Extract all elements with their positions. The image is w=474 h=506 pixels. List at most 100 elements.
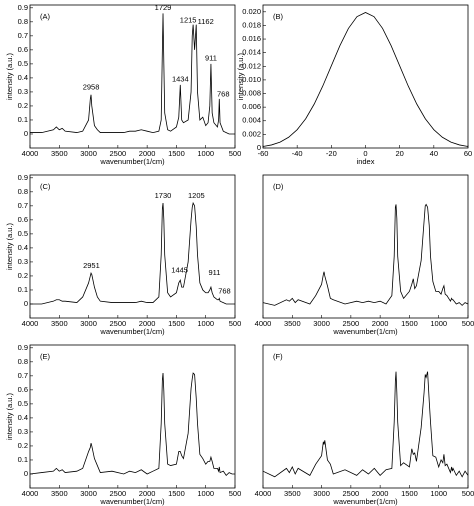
plot-frame bbox=[262, 4, 469, 149]
x-tick-label: 500 bbox=[462, 489, 474, 498]
y-tick-label: 0.7 bbox=[18, 371, 28, 380]
y-tick-label: 0.014 bbox=[242, 48, 261, 57]
y-tick-label: 0.5 bbox=[18, 59, 28, 68]
y-tick-label: 0.2 bbox=[18, 271, 28, 280]
spectrum-line bbox=[262, 12, 469, 147]
panel-label: (D) bbox=[273, 182, 284, 191]
panel-label: (C) bbox=[40, 182, 51, 191]
x-tick-label: 2500 bbox=[110, 149, 127, 158]
panel-label: (B) bbox=[273, 12, 284, 21]
peak-annotation: 1215 bbox=[180, 15, 197, 24]
y-tick-label: 0.002 bbox=[242, 129, 261, 138]
peak-annotation: 1445 bbox=[171, 265, 188, 274]
y-tick-label: 0.4 bbox=[18, 413, 28, 422]
panel-label: (F) bbox=[273, 352, 283, 361]
x-tick-label: 4000 bbox=[255, 489, 272, 498]
x-tick-label: 60 bbox=[464, 149, 472, 158]
y-tick-label: 0.9 bbox=[18, 343, 28, 352]
y-tick-label: 0.020 bbox=[242, 7, 261, 16]
x-tick-label: 1000 bbox=[430, 319, 447, 328]
panel-label: (A) bbox=[40, 12, 51, 21]
x-axis-label: wavenumber(1/cm) bbox=[332, 497, 398, 506]
peak-annotation: 2951 bbox=[83, 261, 100, 270]
x-tick-label: 500 bbox=[229, 149, 242, 158]
peak-annotation: 768 bbox=[218, 286, 231, 295]
y-tick-label: 0.2 bbox=[18, 101, 28, 110]
plot-frame bbox=[262, 344, 469, 489]
y-tick-label: 0 bbox=[24, 469, 28, 478]
y-tick-label: 0.1 bbox=[18, 455, 28, 464]
y-tick-label: 0.7 bbox=[18, 201, 28, 210]
x-tick-label: 2000 bbox=[372, 489, 389, 498]
spectrum-line bbox=[262, 203, 469, 306]
y-tick-label: 0.006 bbox=[242, 102, 261, 111]
x-tick-label: 3500 bbox=[284, 489, 301, 498]
x-tick-label: 3500 bbox=[51, 489, 68, 498]
y-tick-label: 0.4 bbox=[18, 243, 28, 252]
x-tick-label: 3000 bbox=[313, 489, 330, 498]
x-tick-label: 500 bbox=[229, 489, 242, 498]
y-tick-label: 0.3 bbox=[18, 87, 28, 96]
plot-frame bbox=[29, 174, 236, 319]
x-tick-label: 1500 bbox=[168, 319, 185, 328]
spectrum-line bbox=[262, 371, 469, 478]
x-tick-label: 3000 bbox=[80, 149, 97, 158]
y-tick-label: 0 bbox=[24, 129, 28, 138]
peak-annotation: 2958 bbox=[83, 83, 100, 92]
x-tick-label: 3000 bbox=[80, 319, 97, 328]
x-axis-label: wavenumber(1/cm) bbox=[99, 157, 165, 166]
x-tick-label: 500 bbox=[229, 319, 242, 328]
y-tick-label: 0.016 bbox=[242, 34, 261, 43]
panel-label: (E) bbox=[40, 352, 51, 361]
y-tick-label: 0 bbox=[24, 299, 28, 308]
x-tick-label: 4000 bbox=[22, 149, 39, 158]
y-tick-label: 0.8 bbox=[18, 357, 28, 366]
y-tick-label: 0 bbox=[257, 143, 261, 152]
y-tick-label: 0.8 bbox=[18, 17, 28, 26]
peak-annotation: 911 bbox=[209, 268, 221, 277]
x-tick-label: 3500 bbox=[51, 319, 68, 328]
spectrum-line bbox=[29, 372, 235, 476]
y-tick-label: 0.018 bbox=[242, 20, 261, 29]
x-tick-label: 3500 bbox=[284, 319, 301, 328]
y-axis-label: intensity (a.u.) bbox=[236, 52, 245, 100]
y-tick-label: 0.5 bbox=[18, 229, 28, 238]
x-tick-label: 2500 bbox=[110, 489, 127, 498]
x-tick-label: 2000 bbox=[372, 319, 389, 328]
x-tick-label: 2000 bbox=[139, 149, 156, 158]
y-tick-label: 0.3 bbox=[18, 427, 28, 436]
y-tick-label: 0.8 bbox=[18, 187, 28, 196]
x-tick-label: 0 bbox=[363, 149, 367, 158]
y-tick-label: 0.010 bbox=[242, 75, 261, 84]
y-tick-label: 0.008 bbox=[242, 89, 261, 98]
x-tick-label: 40 bbox=[430, 149, 438, 158]
plot-frame bbox=[262, 174, 469, 319]
x-tick-label: -20 bbox=[326, 149, 337, 158]
y-tick-label: 0.6 bbox=[18, 45, 28, 54]
x-tick-label: 1000 bbox=[197, 149, 214, 158]
y-tick-label: 0.4 bbox=[18, 73, 28, 82]
y-tick-label: 0.5 bbox=[18, 399, 28, 408]
peak-annotation: 1730 bbox=[155, 191, 172, 200]
x-tick-label: 20 bbox=[395, 149, 403, 158]
y-axis-label: intensity (a.u.) bbox=[5, 222, 14, 270]
x-tick-label: 1500 bbox=[168, 149, 185, 158]
plot-frame bbox=[29, 344, 236, 489]
x-tick-label: 1000 bbox=[197, 489, 214, 498]
x-tick-label: 2500 bbox=[110, 319, 127, 328]
x-tick-label: 2000 bbox=[139, 319, 156, 328]
x-tick-label: -60 bbox=[258, 149, 269, 158]
y-tick-label: 0.004 bbox=[242, 116, 261, 125]
spectrum-line bbox=[30, 201, 235, 305]
x-tick-label: 3500 bbox=[51, 149, 68, 158]
x-tick-label: 4000 bbox=[22, 319, 39, 328]
peak-annotation: 1434 bbox=[172, 74, 189, 83]
y-tick-label: 0.6 bbox=[18, 215, 28, 224]
peak-annotation: 1729 bbox=[155, 3, 172, 12]
y-tick-label: 0.012 bbox=[242, 61, 261, 70]
x-tick-label: 2000 bbox=[139, 489, 156, 498]
x-tick-label: 1000 bbox=[430, 489, 447, 498]
peak-annotation: 768 bbox=[217, 90, 230, 99]
y-tick-label: 0.7 bbox=[18, 31, 28, 40]
